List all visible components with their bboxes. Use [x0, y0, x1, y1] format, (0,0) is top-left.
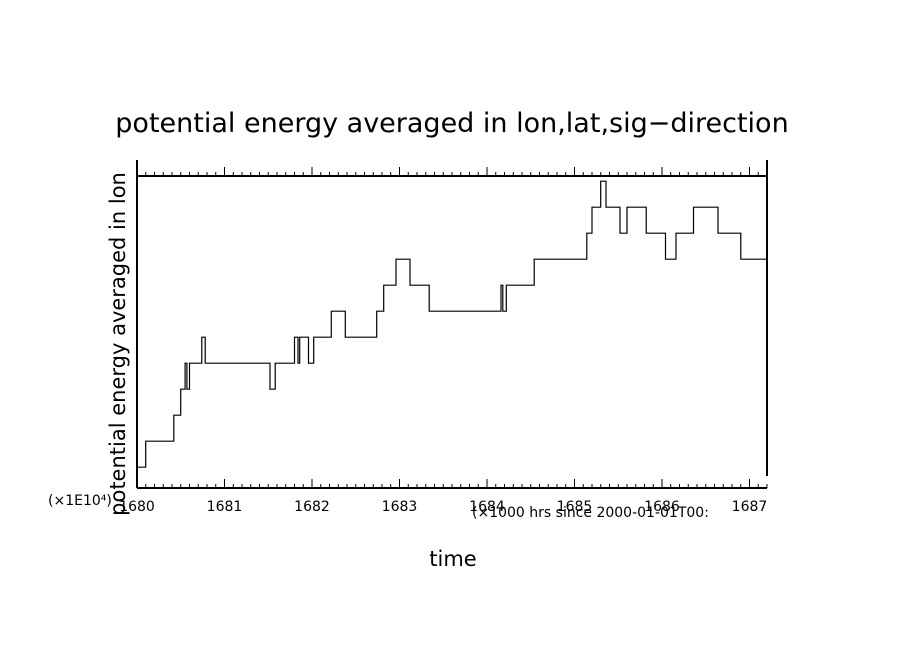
tick-marks	[136, 167, 768, 488]
chart-title: potential energy averaged in lon,lat,sig…	[115, 108, 788, 139]
series-line	[137, 180, 767, 468]
y-axis-label: potential energy averaged in lon	[106, 172, 130, 516]
x-tick-label: 1686	[644, 499, 680, 515]
y-scale-note: (×1E10⁴)	[48, 493, 112, 509]
x-axis-label: time	[429, 547, 476, 571]
x-tick-label: 1681	[207, 499, 243, 515]
plot-frame	[136, 160, 768, 489]
x-tick-label: 1682	[294, 499, 330, 515]
x-tick-label: 1685	[557, 499, 593, 515]
series-group	[137, 180, 767, 468]
x-tick-label: 1687	[732, 499, 768, 515]
x-tick-labels: 1680 1681 1682 1683 1684 1685 1686 1687	[119, 499, 767, 515]
x-tick-label: 1680	[119, 499, 155, 515]
x-unit-note: (×1000 hrs since 2000-01-01T00:	[472, 505, 709, 521]
x-tick-label: 1684	[469, 499, 505, 515]
x-tick-label: 1683	[382, 499, 418, 515]
